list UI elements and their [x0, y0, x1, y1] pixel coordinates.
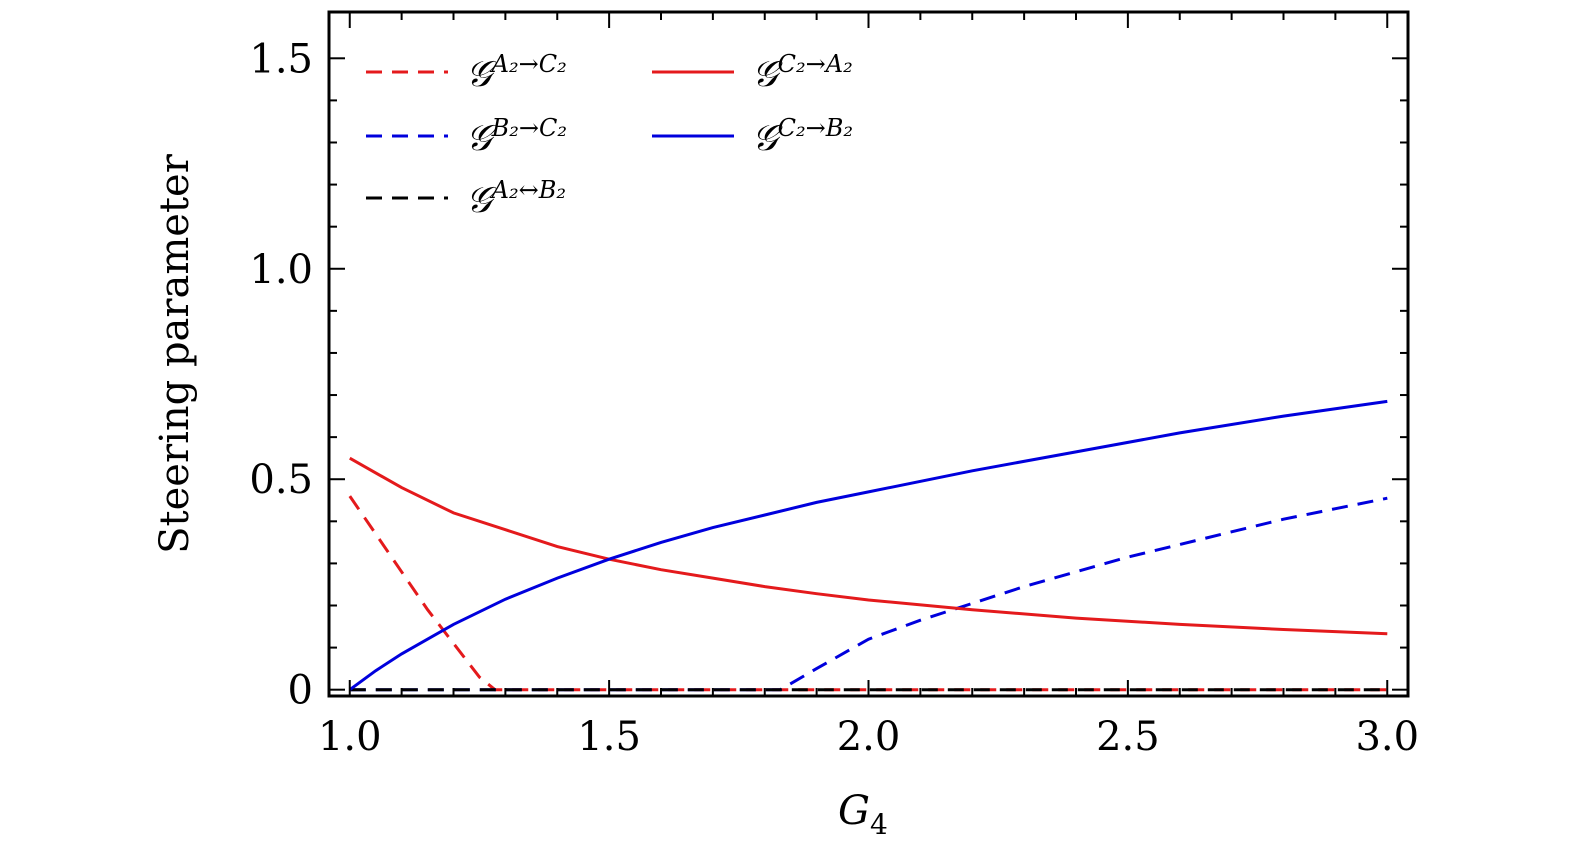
- plot-frame: [327, 10, 1410, 698]
- y-tick-label: 0.5: [249, 457, 313, 503]
- tick-labels: 1.0 1.5 2.0 2.5 3.0 0 0.5 1.0 1.5: [249, 36, 1419, 760]
- x-tick-label: 1.0: [318, 714, 382, 760]
- y-tick-label: 0: [288, 668, 313, 714]
- y-tick-label: 1.0: [249, 247, 313, 293]
- x-tick-label: 3.0: [1355, 714, 1419, 760]
- x-tick-label: 1.5: [577, 714, 641, 760]
- legend: 𝒢A₂→C₂ 𝒢B₂→C₂ 𝒢A₂↔B₂ 𝒢C₂→A₂ 𝒢C₂→B₂: [366, 50, 853, 221]
- x-tick-label: 2.5: [1096, 714, 1160, 760]
- legend-label-4: 𝒢C₂→A₂: [752, 50, 853, 95]
- series-line-2: [349, 496, 1388, 692]
- legend-label-2: 𝒢B₂→C₂: [466, 114, 567, 159]
- x-axis-label-base: G: [838, 788, 870, 834]
- y-tick-label: 1.5: [249, 36, 313, 82]
- x-axis-label: G4: [838, 788, 888, 841]
- x-axis-label-subscript: 4: [870, 808, 888, 841]
- legend-label-3: 𝒢A₂↔B₂: [466, 176, 566, 221]
- legend-label-1: 𝒢A₂→C₂: [466, 50, 567, 95]
- y-axis-label: Steering parameter: [152, 153, 198, 554]
- curves: [348, 399, 1388, 692]
- series-line-5: [348, 399, 1388, 691]
- series-line-1: [348, 495, 1388, 692]
- legend-label-5: 𝒢C₂→B₂: [752, 114, 853, 159]
- x-tick-label: 2.0: [837, 714, 901, 760]
- series-line-4: [349, 456, 1388, 636]
